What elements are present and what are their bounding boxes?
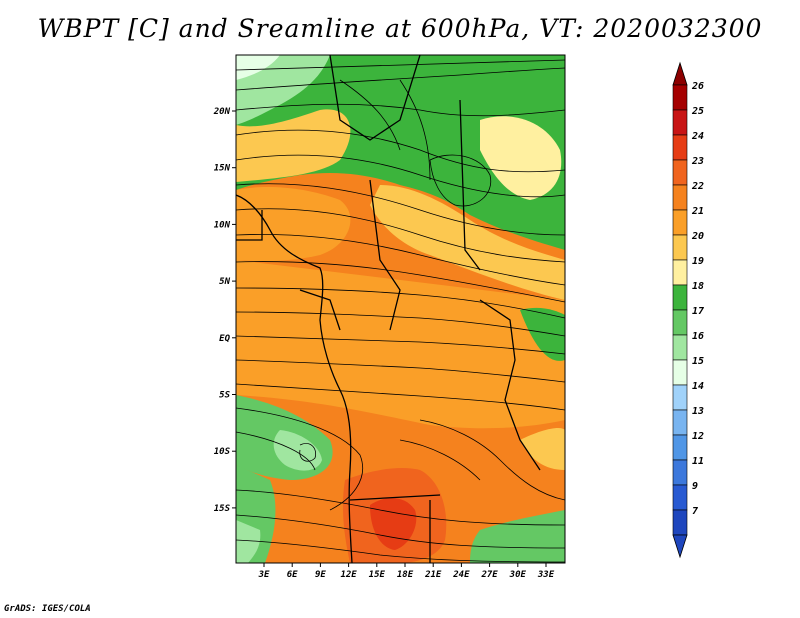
colorbar-label: 15: [692, 356, 704, 367]
map-plot-area: [236, 55, 565, 563]
colorbar-label: 20: [691, 231, 704, 242]
colorbar-segment: [672, 409, 688, 436]
lon-label: 15E: [369, 570, 386, 580]
colorbar-label: 23: [691, 156, 704, 167]
colorbar-label: 7: [692, 506, 698, 517]
streamlines: [236, 59, 565, 563]
colorbar-label: 12: [692, 431, 704, 442]
lon-label: 18E: [397, 570, 414, 580]
lat-label: 15N: [214, 164, 231, 174]
colorbar-top-arrow: [672, 61, 688, 86]
lon-label: 27E: [480, 570, 498, 580]
coastlines: [236, 55, 541, 563]
map-frame: [235, 54, 566, 564]
colorbar-segment: [672, 209, 688, 236]
colorbar-segment: [672, 334, 688, 361]
colorbar-label: 16: [692, 331, 704, 342]
colorbar-segment: [672, 484, 688, 511]
lon-label: 9E: [315, 570, 326, 580]
lat-label: 15S: [214, 504, 231, 514]
colorbar-segment: [672, 159, 688, 186]
longitude-axis: 3E 6E 9E 12E 15E 18E 21E 24E 27E 30E 33E: [258, 563, 555, 580]
lat-label: 20N: [213, 107, 231, 117]
colorbar-label: 25: [691, 106, 704, 117]
colorbar-bottom-arrow: [672, 534, 688, 559]
colorbar-label: 19: [692, 256, 704, 267]
lat-label: EQ: [219, 334, 230, 344]
colorbar-segment: [672, 359, 688, 386]
colorbar-segment: [672, 384, 688, 411]
colorbar-segment: [672, 509, 688, 536]
colorbar-label: 26: [691, 81, 704, 92]
colorbar-segment: [672, 184, 688, 211]
colorbar-segment: [672, 459, 688, 486]
colorbar-label: 22: [691, 181, 704, 192]
lon-label: 6E: [287, 570, 298, 580]
colorbar-segment: [672, 84, 688, 111]
colorbar-segment: [672, 109, 688, 136]
lat-label: 10S: [214, 447, 231, 457]
lon-label: 12E: [340, 570, 357, 580]
colorbar-label: 11: [692, 456, 704, 467]
latitude-axis: 20N 15N 10N 5N EQ 5S 10S 15S: [213, 107, 236, 514]
map-title: WBPT [C] and Sreamline at 600hPa, VT: 20…: [37, 14, 763, 43]
colorbar-segment: [672, 284, 688, 311]
colorbar-segment: [672, 259, 688, 286]
lon-label: 30E: [509, 570, 527, 580]
footer-credit: GrADS: IGES/COLA: [4, 604, 91, 614]
colorbar-segment: [672, 434, 688, 461]
colorbar-label: 17: [692, 306, 704, 317]
colorbar-label: 18: [692, 281, 704, 292]
colorbar-label: 21: [691, 206, 704, 217]
lat-label: 5N: [219, 277, 230, 287]
colorbar: 26 25 24 23 22 21 20 19 18 17 16 15 14 13 12 11 9 7: [672, 61, 704, 559]
colorbar-segment: [672, 134, 688, 161]
lon-label: 3E: [258, 570, 270, 580]
colorbar-label: 14: [692, 381, 704, 392]
colorbar-label: 13: [692, 406, 704, 417]
colorbar-label: 24: [691, 131, 704, 142]
lat-label: 10N: [214, 220, 231, 230]
colorbar-segment: [672, 309, 688, 336]
colorbar-label: 9: [692, 481, 698, 492]
lon-label: 33E: [537, 570, 555, 580]
lon-label: 24E: [452, 570, 470, 580]
lon-label: 21E: [424, 570, 442, 580]
colorbar-segment: [672, 234, 688, 261]
lat-label: 5S: [219, 391, 230, 401]
